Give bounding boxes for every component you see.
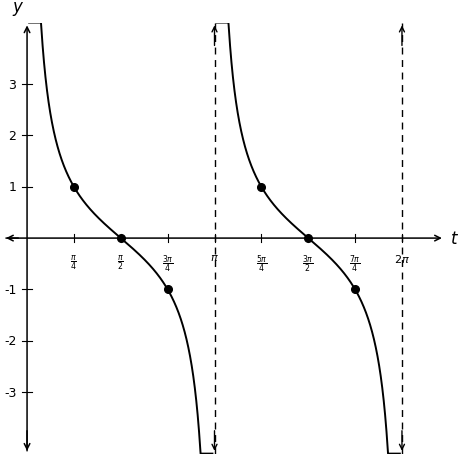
- Text: $\frac{7\pi}{4}$: $\frac{7\pi}{4}$: [349, 253, 361, 274]
- Text: 3: 3: [8, 78, 17, 91]
- Text: $t$: $t$: [449, 230, 459, 248]
- Text: -2: -2: [4, 334, 17, 348]
- Text: $\pi$: $\pi$: [210, 253, 219, 263]
- Text: $y$: $y$: [12, 0, 24, 18]
- Text: 2: 2: [8, 130, 17, 143]
- Text: 1: 1: [8, 181, 17, 194]
- Text: $\frac{\pi}{4}$: $\frac{\pi}{4}$: [70, 253, 78, 272]
- Text: -1: -1: [4, 283, 17, 296]
- Text: $\frac{3\pi}{4}$: $\frac{3\pi}{4}$: [162, 253, 174, 274]
- Text: -3: -3: [4, 386, 17, 399]
- Text: $\frac{5\pi}{4}$: $\frac{5\pi}{4}$: [256, 253, 267, 274]
- Text: $2\pi$: $2\pi$: [394, 253, 410, 265]
- Text: $\frac{3\pi}{2}$: $\frac{3\pi}{2}$: [302, 253, 314, 274]
- Text: $\frac{\pi}{2}$: $\frac{\pi}{2}$: [118, 253, 124, 272]
